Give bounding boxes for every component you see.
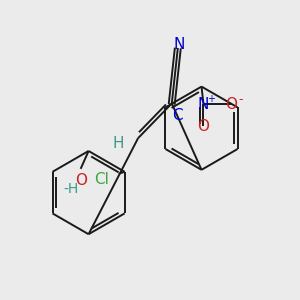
Text: O: O xyxy=(197,119,209,134)
Text: H: H xyxy=(112,136,124,151)
Text: O: O xyxy=(75,173,87,188)
Text: N: N xyxy=(173,38,184,52)
Text: -: - xyxy=(238,93,242,106)
Text: Cl: Cl xyxy=(94,172,109,187)
Text: O: O xyxy=(225,97,237,112)
Text: -H: -H xyxy=(63,182,78,196)
Text: N: N xyxy=(198,97,209,112)
Text: +: + xyxy=(207,94,215,104)
Text: C: C xyxy=(172,108,183,123)
